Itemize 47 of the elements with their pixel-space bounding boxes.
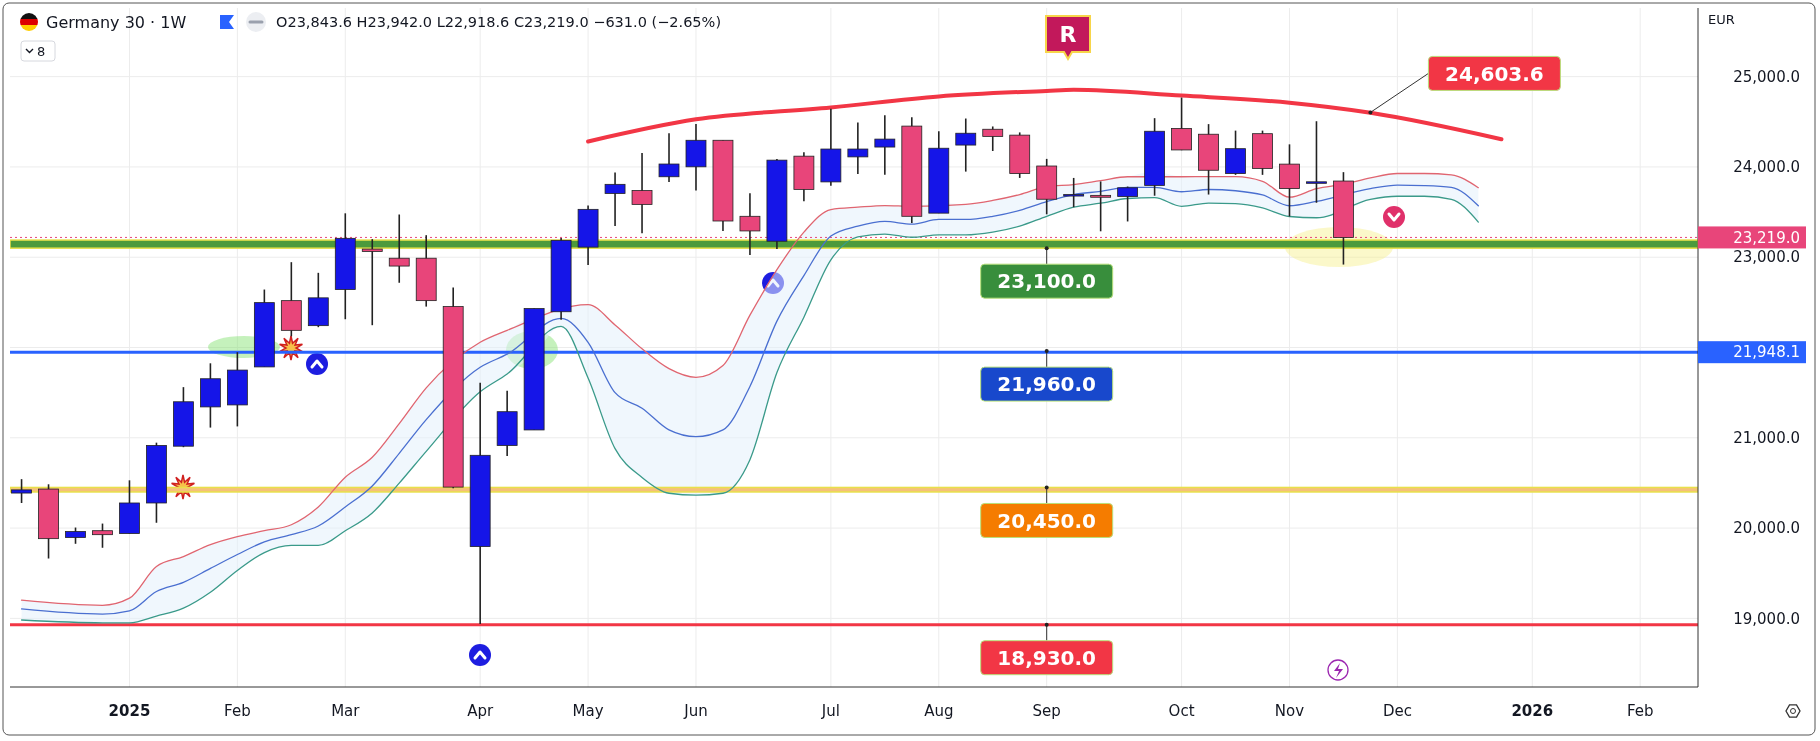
y-tick-label: 20,000.0 <box>1733 519 1800 538</box>
y-tick-label: 19,000.0 <box>1733 609 1800 628</box>
x-tick-label: Jun <box>683 702 708 721</box>
x-tick-label: Oct <box>1168 702 1195 721</box>
annotation: 23,100.0 <box>997 269 1097 294</box>
candlestick <box>982 125 1004 152</box>
y-tick-label: 21,000.0 <box>1733 429 1800 448</box>
y-tick-label: 24,000.0 <box>1733 158 1800 177</box>
candlestick <box>1306 120 1327 204</box>
x-tick-label: Sep <box>1032 702 1061 721</box>
candlestick <box>1090 180 1112 233</box>
candlestick <box>11 478 32 504</box>
candlestick <box>631 152 653 235</box>
x-tick-label: Feb <box>1626 702 1654 721</box>
x-tick-label: Mar <box>331 702 361 721</box>
annotation: 21,960.0 <box>997 372 1097 397</box>
candlestick <box>847 121 869 175</box>
x-tick-label: Jul <box>820 702 840 721</box>
x-tick-label: 2026 <box>1511 702 1554 721</box>
x-tick-label: Apr <box>467 702 494 721</box>
annotation: 8 <box>37 43 46 59</box>
candlestick <box>874 114 896 176</box>
x-tick-label: May <box>572 702 604 721</box>
annotation: 20,450.0 <box>997 508 1097 533</box>
candlestick <box>1117 185 1138 223</box>
line-series <box>586 87 1504 144</box>
x-tick-label: Aug <box>924 702 954 721</box>
chart-subtitle: O23,843.6 H23,942.0 L22,918.6 C23,219.0 −631.0 (−2.65%) <box>276 14 722 31</box>
annotation: R <box>1059 21 1077 47</box>
ref-line-label: 23,219.0 <box>1733 228 1800 247</box>
candlestick <box>1063 177 1085 208</box>
candlestick <box>658 132 680 183</box>
candlestick <box>92 522 113 549</box>
candlestick <box>1171 96 1192 152</box>
x-tick-label: Dec <box>1382 702 1412 721</box>
x-tick-label: 2025 <box>108 702 151 721</box>
y-axis-title: EUR <box>1708 12 1735 27</box>
x-tick-label: Feb <box>224 702 251 721</box>
annotation: 18,930.0 <box>997 645 1097 670</box>
annotation: 24,603.6 <box>1445 61 1544 86</box>
x-tick-label: Nov <box>1274 702 1305 721</box>
ref-line-label: 21,948.1 <box>1733 343 1800 362</box>
y-tick-label: 25,000.0 <box>1733 67 1800 86</box>
candlestick <box>955 117 977 173</box>
candlestick <box>604 171 626 227</box>
chart-title: Germany 30 · 1W <box>46 12 187 32</box>
y-tick-label: 23,000.0 <box>1733 248 1800 267</box>
